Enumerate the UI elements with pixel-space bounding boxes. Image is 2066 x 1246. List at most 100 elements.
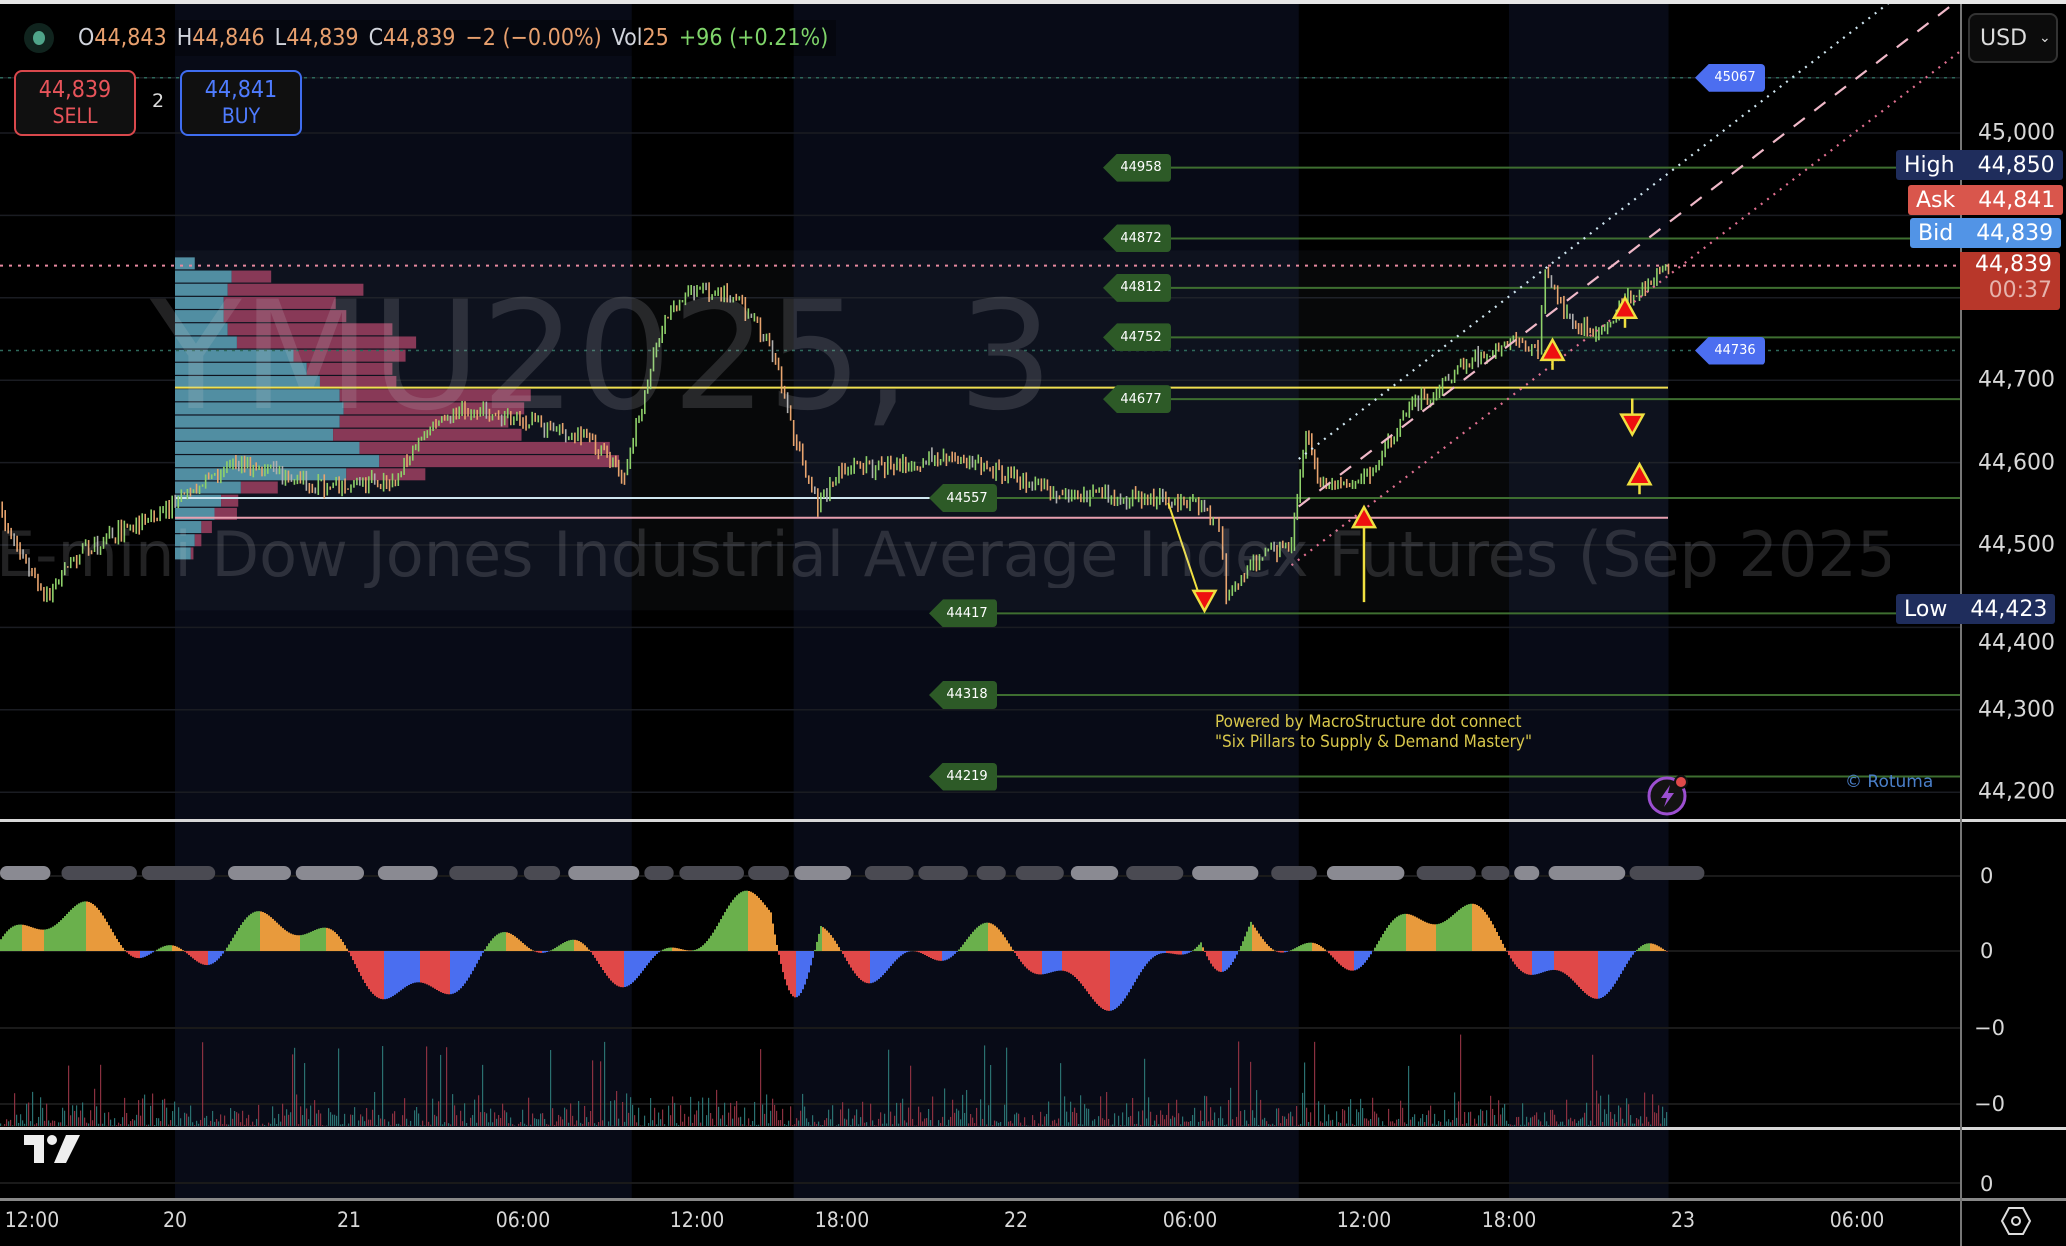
- oscillator-bar: [104, 918, 106, 951]
- volume-profile-bar: [293, 349, 406, 362]
- sell-button[interactable]: 44,839 SELL: [14, 70, 136, 136]
- oscillator-bar: [730, 902, 732, 951]
- oscillator-bar: [506, 932, 508, 951]
- level-tag[interactable]: 44557: [929, 484, 997, 513]
- volume-bar: [1526, 1116, 1528, 1126]
- oscillator-bar: [864, 951, 866, 983]
- oscillator-bar: [332, 930, 334, 951]
- volume-bar: [996, 1121, 998, 1126]
- level-tag[interactable]: 44318: [929, 680, 997, 709]
- volume-bar: [342, 1124, 344, 1126]
- settings-hexagon-icon[interactable]: [2000, 1206, 2032, 1236]
- volume-bar: [1070, 1101, 1072, 1126]
- volume-bar: [1228, 1100, 1230, 1126]
- oscillator-bar: [1202, 947, 1204, 951]
- oscillator-bar: [6, 931, 8, 951]
- volume-bar: [360, 1114, 362, 1126]
- oscillator-bar: [34, 928, 36, 951]
- oscillator-bar: [1140, 951, 1142, 973]
- volume-bar: [990, 1065, 992, 1126]
- currency-dropdown[interactable]: USD ⌄: [1968, 13, 2058, 63]
- lightning-icon[interactable]: [1646, 773, 1690, 817]
- volume-bar: [492, 1122, 494, 1126]
- volume-bar: [1366, 1118, 1368, 1126]
- level-tag[interactable]: 44958: [1103, 153, 1171, 182]
- volume-bar: [6, 1119, 8, 1126]
- price-axis-label: 44,300: [1978, 697, 2055, 723]
- oscillator-bar: [508, 932, 510, 951]
- sell-label: SELL: [52, 104, 98, 128]
- alert-tag[interactable]: 45067: [1695, 63, 1765, 92]
- volume-bar: [238, 1113, 240, 1126]
- volume-bar: [1240, 1111, 1242, 1126]
- volume-bar: [1340, 1122, 1342, 1126]
- oscillator-bar: [1142, 951, 1144, 970]
- volume-bar: [1600, 1095, 1602, 1126]
- oscillator-bar: [168, 945, 170, 951]
- oscillator-bar: [66, 913, 68, 951]
- order-quantity[interactable]: 2: [152, 90, 165, 112]
- volume-bar: [1238, 1041, 1240, 1126]
- volume-bar: [1122, 1112, 1124, 1126]
- volume-bar: [294, 1047, 296, 1126]
- oscillator-bar: [14, 925, 16, 951]
- oscillator-bar: [558, 945, 560, 951]
- level-tag[interactable]: 44417: [929, 599, 997, 628]
- volume-bar: [1476, 1123, 1478, 1126]
- oscillator-bar: [498, 933, 500, 951]
- volume-bar: [922, 1121, 924, 1126]
- volume-bar: [1226, 1124, 1228, 1126]
- oscillator-bar: [696, 949, 698, 951]
- oscillator-bar: [1016, 951, 1018, 957]
- oscillator-bar: [460, 951, 462, 989]
- buy-button[interactable]: 44,841 BUY: [180, 70, 302, 136]
- level-tag[interactable]: 44677: [1103, 385, 1171, 414]
- volume-bar: [798, 1120, 800, 1126]
- indicator-state-pill: [1629, 866, 1705, 880]
- oscillator-bar: [990, 923, 992, 951]
- volume-bar: [1304, 1062, 1306, 1126]
- level-tag[interactable]: 44752: [1103, 323, 1171, 352]
- volume-bar: [64, 1110, 66, 1126]
- oscillator-bar: [1244, 936, 1246, 951]
- level-tag[interactable]: 44872: [1103, 224, 1171, 253]
- oscillator-bar: [510, 933, 512, 951]
- volume-bar: [986, 1124, 988, 1126]
- volume-bar: [536, 1119, 538, 1126]
- oscillator-bar: [1044, 951, 1046, 974]
- oscillator-bar: [86, 901, 88, 951]
- bar-countdown: 00:37: [1988, 278, 2052, 303]
- level-tag[interactable]: 44812: [1103, 273, 1171, 302]
- volume-bar: [1480, 1109, 1482, 1126]
- volume-bar: [210, 1120, 212, 1126]
- volume-bar: [244, 1124, 246, 1126]
- volume-bar: [1500, 1114, 1502, 1126]
- volume-bar: [790, 1106, 792, 1126]
- volume-bar: [1094, 1119, 1096, 1126]
- volume-bar: [604, 1041, 606, 1126]
- alert-tag[interactable]: 44736: [1695, 336, 1765, 365]
- volume-bar: [1450, 1122, 1452, 1126]
- volume-bar: [1478, 1115, 1480, 1126]
- volume-bar: [1548, 1125, 1550, 1126]
- volume-profile-bar: [175, 428, 334, 441]
- volume-bar: [638, 1107, 640, 1126]
- oscillator-bar: [62, 918, 64, 951]
- oscillator-bar: [1578, 951, 1580, 987]
- volume-bar: [962, 1094, 964, 1126]
- level-tag[interactable]: 44219: [929, 762, 997, 791]
- oscillator-bar: [522, 943, 524, 951]
- oscillator-bar: [500, 932, 502, 951]
- oscillator-bar: [1486, 914, 1488, 951]
- oscillator-bar: [1186, 951, 1188, 954]
- volume-bar: [1542, 1125, 1544, 1126]
- bid-tag-value: 44,839: [1961, 218, 2062, 248]
- volume-bar: [32, 1091, 34, 1126]
- market-status-dot-icon[interactable]: [24, 23, 54, 53]
- volume-bar: [222, 1124, 224, 1126]
- oscillator-bar: [72, 907, 74, 951]
- tradingview-logo[interactable]: [22, 1133, 84, 1165]
- volume-bar: [550, 1050, 552, 1126]
- volume-bar: [992, 1125, 994, 1126]
